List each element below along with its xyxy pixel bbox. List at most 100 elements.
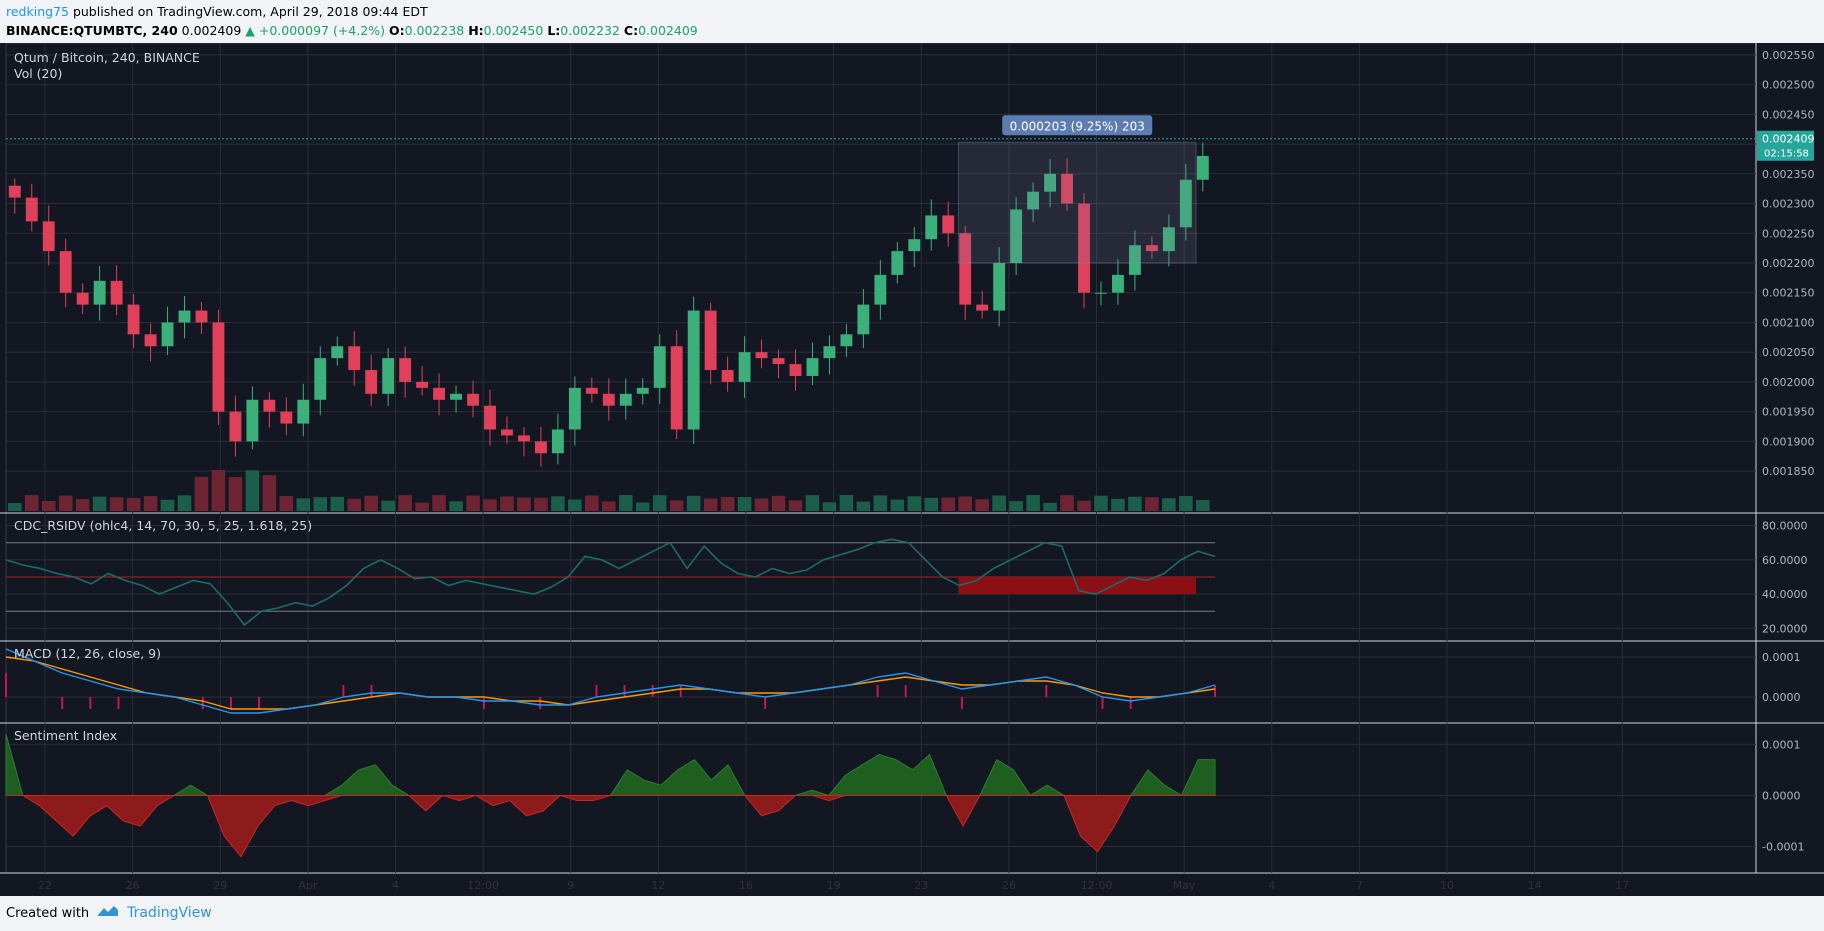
volume-bar: [1145, 497, 1159, 511]
candle-body: [1112, 274, 1124, 293]
candle-body: [93, 280, 106, 305]
time-tick-label: 26: [1002, 879, 1016, 892]
open-value: 0.002238: [404, 23, 465, 38]
candle-body: [721, 370, 734, 382]
candle-body: [568, 387, 581, 430]
candle-body: [1044, 173, 1057, 192]
time-tick-label: 26: [126, 879, 140, 892]
candle-body: [59, 251, 72, 293]
sentiment-negative-area: [6, 794, 1215, 858]
price-tick-label: 0.001850: [1762, 465, 1815, 478]
candle-body: [687, 310, 700, 430]
time-tick-label: 10: [1440, 879, 1454, 892]
time-tick-label: 22: [38, 879, 52, 892]
time-tick-label: 12:00: [467, 879, 499, 892]
time-tick-label: 9: [567, 879, 574, 892]
candle-body: [144, 334, 157, 347]
volume-bar: [941, 497, 956, 511]
candle-body: [518, 435, 530, 442]
close-value: 0.002409: [638, 23, 698, 38]
volume-bar: [669, 500, 684, 511]
candle-body: [416, 381, 429, 388]
time-tick-label: 12: [651, 879, 665, 892]
macd-line: [5, 648, 1216, 714]
candle-body: [178, 310, 191, 323]
volume-bar: [822, 502, 837, 511]
measure-label: 0.000203 (9.25%) 203: [1010, 119, 1145, 133]
author-link[interactable]: redking75: [6, 4, 69, 19]
candle-body: [840, 334, 853, 347]
price-tick-label: 0.002450: [1762, 108, 1815, 121]
rsi-tick-label: 60.0000: [1762, 554, 1808, 567]
price-tick-label: 0.002250: [1762, 227, 1815, 240]
volume-bar: [415, 502, 429, 511]
volume-bar: [160, 499, 175, 511]
candle-body: [1095, 292, 1107, 294]
volume-bar: [805, 495, 820, 511]
candle-body: [1162, 227, 1175, 252]
chart-svg[interactable]: 22 26 29 Apr 4 12:00 9 12 16 19 23 26 12:00 May 4 7 10 14…: [0, 42, 1824, 896]
volume-bar: [143, 496, 158, 511]
symbol-label: BINANCE:QTUMBTC, 240: [6, 23, 178, 38]
volume-bar: [228, 477, 243, 511]
time-tick-label: 14: [1528, 879, 1542, 892]
volume-bar: [551, 496, 565, 511]
tradingview-brand[interactable]: TradingView: [127, 905, 212, 921]
volume-bar: [313, 497, 328, 511]
candle-body: [704, 310, 717, 371]
price-tick-label: 0.002550: [1762, 49, 1815, 62]
countdown-label: 02:15:58: [1764, 149, 1809, 160]
candle-body: [280, 411, 293, 424]
volume-bar: [754, 498, 769, 511]
rsi-pane-title: CDC_RSIDV (ohlc4, 14, 70, 30, 5, 25, 1.6…: [14, 518, 312, 533]
volume-bar: [975, 499, 989, 511]
high-value: 0.002450: [483, 23, 544, 38]
candle-body: [212, 322, 225, 412]
volume-bar: [1077, 500, 1091, 511]
volume-bar: [1196, 500, 1210, 511]
time-tick-label: 16: [739, 879, 753, 892]
candle-body: [1010, 209, 1023, 263]
tradingview-logo-icon[interactable]: [97, 904, 119, 922]
price-tick-label: 0.002200: [1762, 257, 1815, 270]
measure-box: [957, 141, 1197, 264]
volume-bar: [517, 497, 531, 511]
volume-bar: [1009, 501, 1023, 511]
candle-body: [959, 233, 972, 305]
time-tick-label: 7: [1356, 879, 1363, 892]
price-tick-label: 0.002300: [1762, 198, 1815, 211]
time-tick-label: 19: [827, 879, 841, 892]
candle-body: [161, 322, 174, 347]
sentiment-pane-title: Sentiment Index: [14, 728, 117, 743]
candle-body: [857, 304, 870, 335]
price-tick-label: 0.002050: [1762, 346, 1815, 359]
last-price-tag: [1757, 130, 1814, 161]
volume-bar: [24, 495, 39, 511]
volume-bar: [1128, 496, 1142, 511]
volume-bar: [58, 495, 73, 511]
macd-tick-label: 0.0000: [1762, 691, 1801, 704]
chart-area[interactable]: 22 26 29 Apr 4 12:00 9 12 16 19 23 26 12:00 May 4 7 10 14…: [0, 42, 1824, 896]
volume-bar: [364, 495, 378, 511]
candle-body: [365, 370, 378, 394]
volume-bar: [686, 495, 701, 511]
volume-bar: [245, 470, 260, 511]
price-change: ▲ +0.000097 (+4.2%): [245, 23, 385, 38]
time-tick-label: 4: [1268, 879, 1275, 892]
candle-body: [755, 352, 768, 359]
candle-body: [297, 399, 310, 424]
candle-body: [534, 441, 547, 454]
volume-bar: [924, 497, 939, 511]
sentiment-tick-label: 0.0000: [1762, 789, 1801, 802]
price-tick-label: 0.002150: [1762, 287, 1815, 300]
volume-bar: [737, 497, 752, 511]
rsi-tick-label: 40.0000: [1762, 588, 1808, 601]
candle-body: [806, 358, 819, 376]
volume-bar: [839, 495, 854, 511]
candle-body: [908, 239, 921, 252]
volume-bar: [958, 496, 972, 511]
candle-body: [110, 280, 123, 305]
volume-bar: [8, 503, 22, 511]
volume-bar: [330, 496, 345, 511]
volume-bar: [856, 501, 871, 511]
